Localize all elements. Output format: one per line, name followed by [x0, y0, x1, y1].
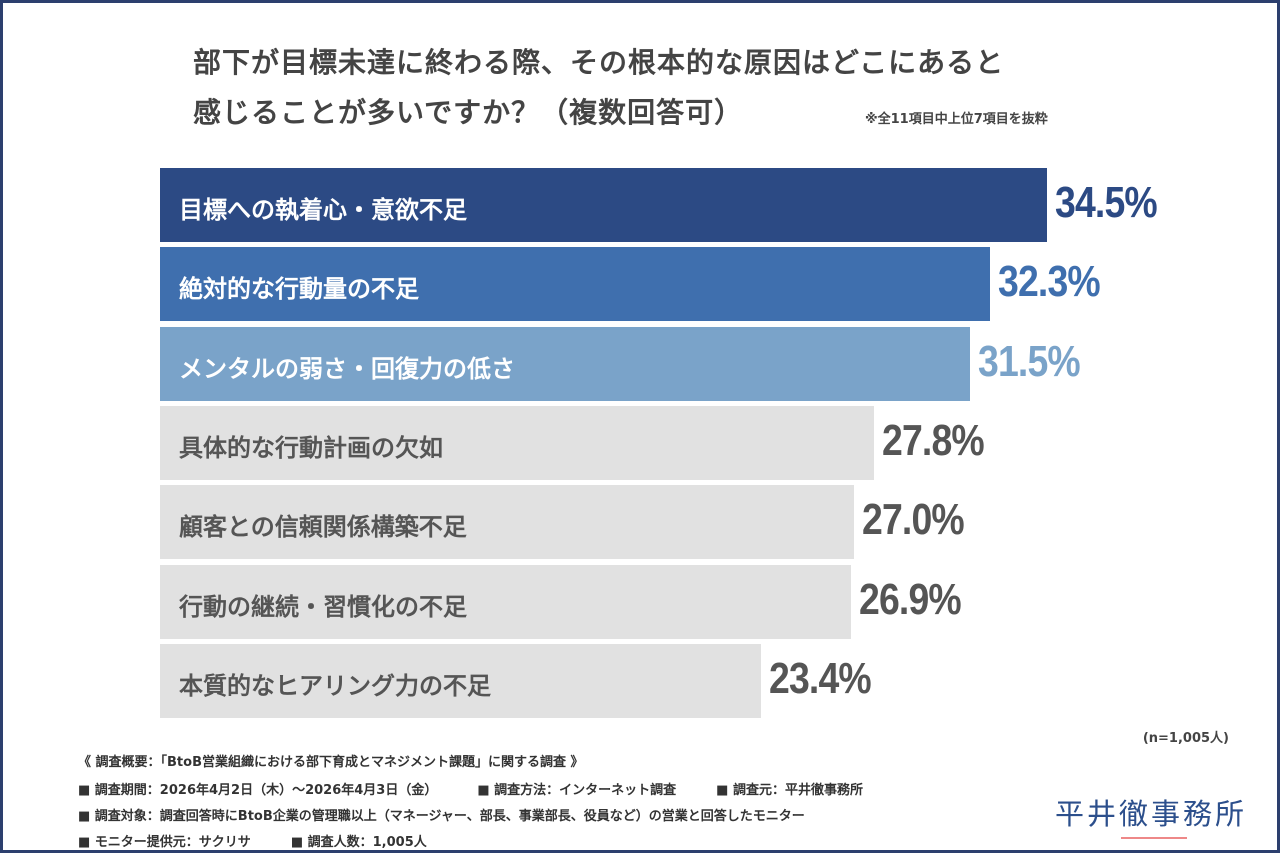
survey-period: ■ 調査期間：2026年4月2日（木）～2026年4月3日（金）	[78, 783, 438, 798]
survey-method: ■ 調査方法：インターネット調査	[477, 783, 677, 798]
category-label: 行動の継続・習慣化の不足	[179, 592, 467, 621]
category-label: 目標への執着心・意欲不足	[179, 196, 467, 224]
survey-source: ■ 調査元：平井徹事務所	[716, 783, 863, 798]
bar-chart: 目標への執着心・意欲不足 34.5% 絶対的な行動量の不足 32.3% メンタルの弱さ・…	[3, 3, 1280, 856]
value-label: 27.8%	[882, 415, 985, 465]
value-label: 31.5%	[977, 336, 1081, 386]
survey-target: ■ 調査対象：調査回答時にBtoB企業の管理職以上（マネージャー、部長、事業部長…	[78, 809, 805, 824]
sample-size-note: (n=1,005人)	[1142, 731, 1229, 746]
chart-title-line-1: 部下が目標未達に終わる際、その根本的な原因はどこにあると	[193, 46, 1005, 79]
bar	[160, 405, 875, 480]
category-label: 本質的なヒアリング力の不足	[179, 671, 491, 700]
bar	[160, 564, 852, 639]
survey-count: ■ 調査人数：1,005人	[290, 835, 427, 850]
category-label: 顧客との信頼関係構築不足	[179, 513, 467, 542]
bar	[160, 643, 762, 718]
bar	[160, 168, 1047, 242]
bar	[160, 485, 854, 560]
value-label: 27.0%	[861, 495, 965, 545]
bar	[160, 247, 991, 322]
survey-row-3: ■ モニター提供元：サクリサ ■ 調査人数：1,005人	[78, 831, 467, 850]
survey-provider: ■ モニター提供元：サクリサ	[78, 835, 251, 850]
chart-title-line-2: 感じることが多いですか？（複数回答可）	[193, 96, 744, 129]
category-label: メンタルの弱さ・回復力の低さ	[179, 354, 515, 383]
survey-heading: 《 調査概要：「BtoB営業組織における部下育成とマネジメント課題」に関する調査…	[78, 755, 584, 770]
bar	[160, 326, 970, 401]
value-label: 32.3%	[998, 257, 1101, 307]
value-label: 34.5%	[1054, 178, 1158, 227]
logo-underline	[1121, 837, 1187, 839]
category-label: 絶対的な行動量の不足	[179, 275, 419, 304]
value-label: 23.4%	[769, 653, 872, 703]
survey-row-1: ■ 調査期間：2026年4月2日（木）～2026年4月3日（金） ■ 調査方法：イ…	[78, 779, 903, 798]
company-logo: 平井徹事務所	[1055, 797, 1248, 831]
value-label: 26.9%	[859, 574, 962, 624]
chart-subtitle: ※全11項目中上位7項目を抜粋	[865, 112, 1048, 127]
category-label: 具体的な行動計画の欠如	[179, 433, 443, 462]
